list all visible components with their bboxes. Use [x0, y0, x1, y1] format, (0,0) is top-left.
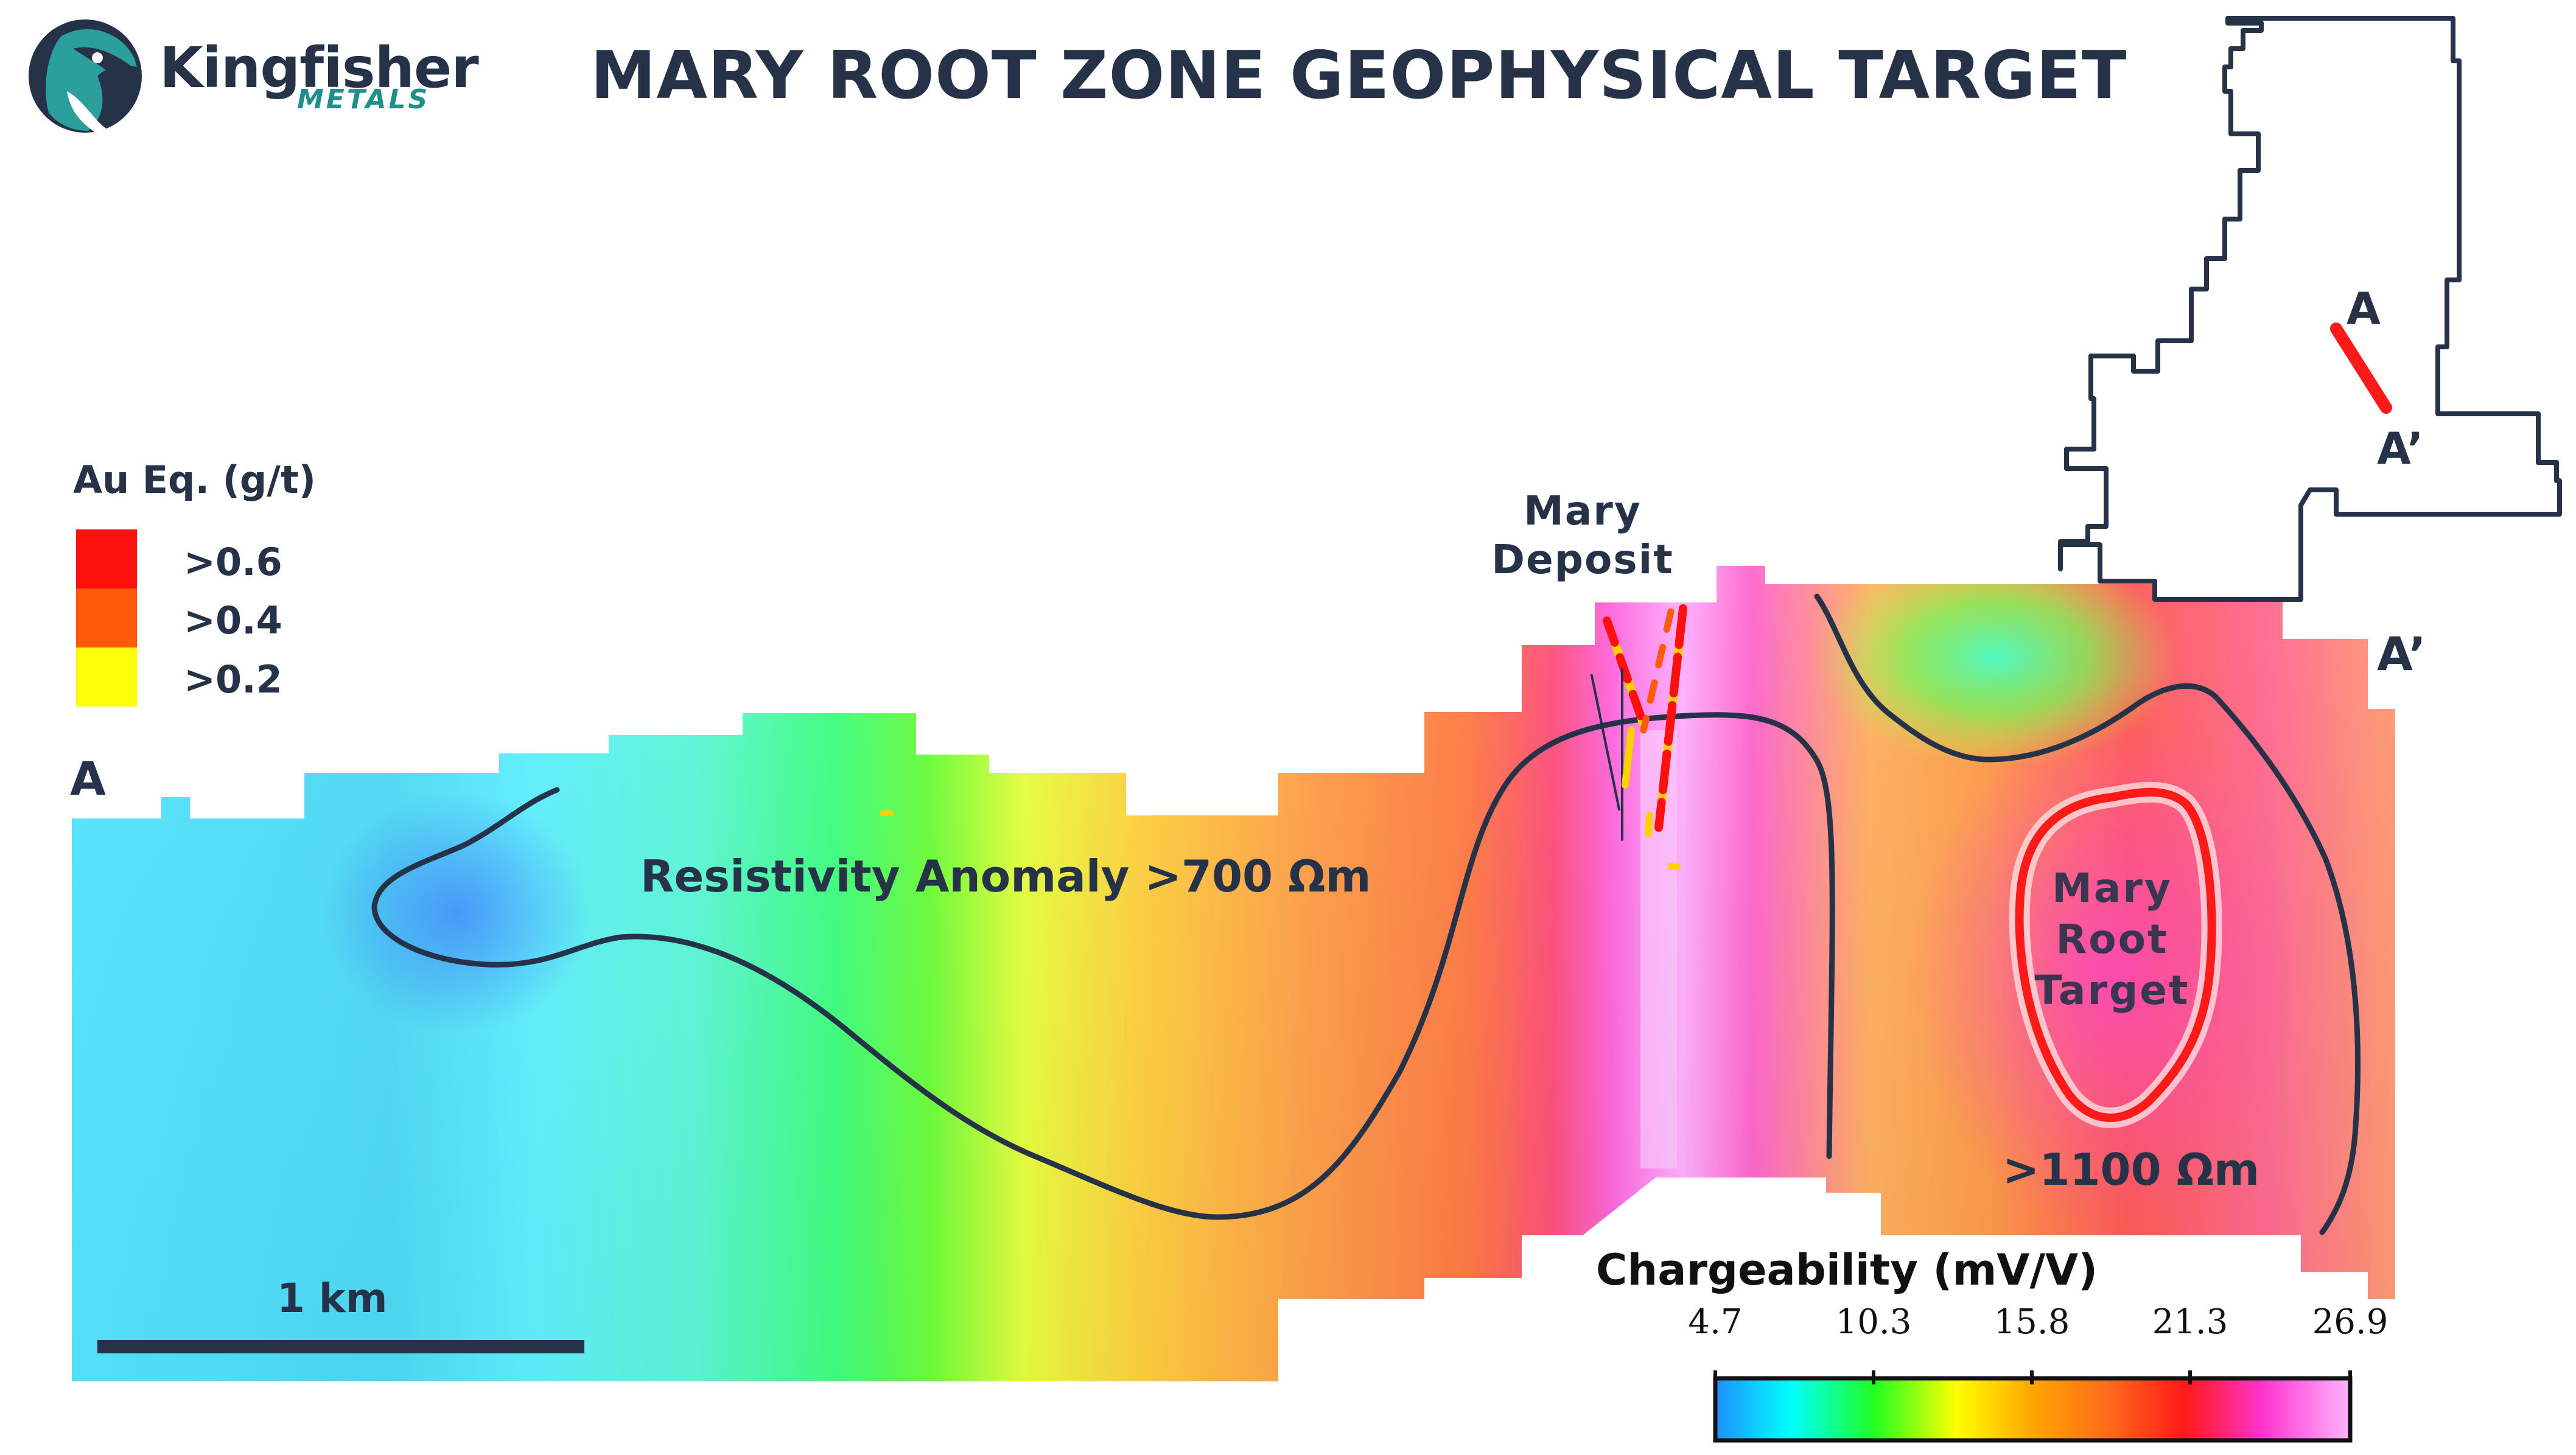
target-label-line3: Target	[2034, 967, 2190, 1014]
inset-section-line	[2330, 323, 2392, 414]
colorbar-title: Chargeability (mV/V)	[1596, 1245, 2098, 1295]
kingfisher-bird-icon	[29, 19, 142, 134]
colorbar-tick-4: 21.3	[2152, 1302, 2228, 1342]
target-label-line2: Root	[2056, 916, 2169, 963]
scale-bar	[97, 1340, 584, 1353]
brand-name: Kingfisher	[159, 35, 479, 100]
resistivity-high-label: >1100 Ωm	[2003, 1144, 2260, 1195]
legend-swatch-mid	[76, 588, 137, 647]
resistivity-contour-700	[371, 712, 1835, 1220]
legend-swatch-high	[76, 529, 137, 588]
colorbar-tick-1: 4.7	[1688, 1302, 1743, 1342]
target-label-line1: Mary	[2052, 865, 2172, 912]
colorbar-tick-5: 26.9	[2312, 1302, 2389, 1342]
resistivity-contours	[371, 593, 2361, 1235]
legend-swatch-low	[76, 647, 137, 707]
mary-deposit-label: Mary Deposit	[1485, 487, 1680, 584]
section-end-label: A’	[2377, 627, 2426, 681]
inset-location-map	[2058, 16, 2562, 602]
resistivity-contour-north	[1814, 593, 2361, 1235]
mary-deposit-label-line2: Deposit	[1491, 536, 1674, 583]
colorbar-tick-3: 15.8	[1993, 1302, 2070, 1342]
mary-deposit-label-line1: Mary	[1524, 487, 1642, 534]
drill-traces	[880, 604, 1687, 870]
legend-label-low: >0.2	[184, 657, 282, 702]
inset-a-label: A	[2347, 283, 2381, 334]
chargeability-colorbar	[1713, 1370, 2353, 1443]
inset-a-prime-label: A’	[2377, 423, 2424, 474]
section-start-label: A	[70, 752, 106, 806]
scale-bar-label: 1 km	[277, 1275, 388, 1322]
brand-subtitle: METALS	[297, 84, 430, 115]
legend-label-high: >0.6	[184, 540, 282, 584]
page-title: MARY ROOT ZONE GEOPHYSICAL TARGET	[590, 38, 2127, 114]
legend-title: Au Eq. (g/t)	[73, 458, 316, 502]
legend-label-mid: >0.4	[184, 598, 282, 643]
mary-root-target-label: Mary Root Target	[2009, 863, 2216, 1016]
resistivity-anomaly-label: Resistivity Anomaly >700 Ωm	[640, 851, 1371, 902]
colorbar-tick-2: 10.3	[1835, 1302, 1912, 1342]
mary-root-target-outline	[2009, 781, 2222, 1128]
